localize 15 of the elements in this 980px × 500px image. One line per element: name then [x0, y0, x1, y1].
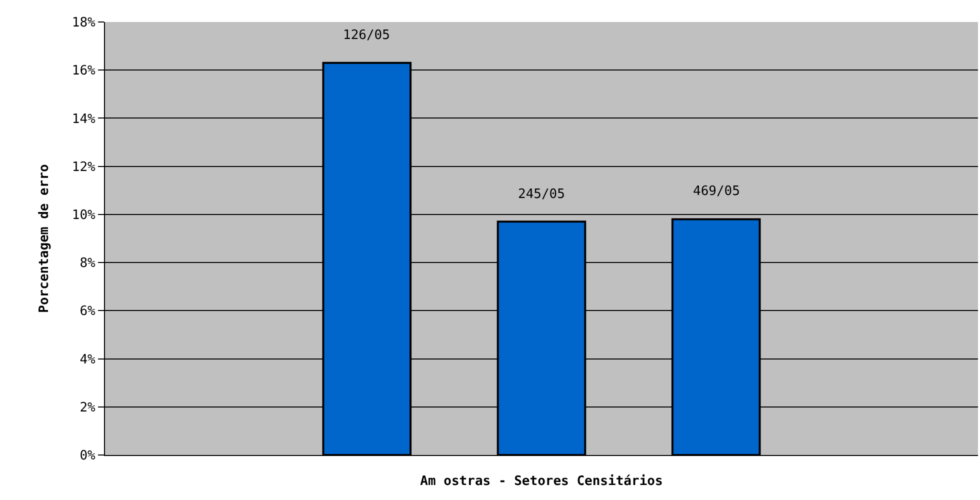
y-tick-label: 16% — [72, 64, 96, 79]
data-label: 126/05 — [343, 28, 390, 43]
y-tick-label: 4% — [80, 352, 96, 368]
y-tick-label: 12% — [72, 160, 96, 175]
y-tick-label: 10% — [72, 208, 96, 223]
y-tick-label: 0% — [80, 448, 96, 464]
data-label: 245/05 — [518, 187, 565, 202]
y-tick-label: 6% — [80, 304, 96, 320]
y-tick-label: 8% — [80, 256, 96, 272]
y-tick-label: 2% — [80, 400, 96, 416]
y-tick-label: 18% — [72, 16, 96, 31]
y-axis-title: Porcentagem de erro — [36, 164, 52, 313]
y-tick-label: 14% — [72, 112, 96, 127]
data-label: 469/05 — [693, 184, 740, 199]
x-axis-title: Am ostras - Setores Censitários — [420, 474, 663, 490]
